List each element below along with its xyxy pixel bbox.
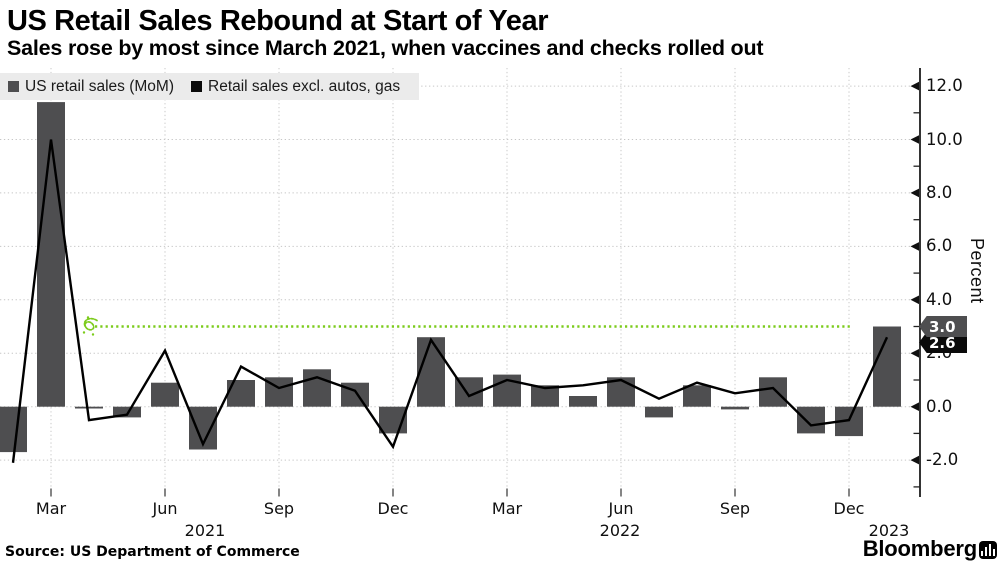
line-retail-ex-autos-gas xyxy=(11,139,889,463)
bar-us-retail-sales xyxy=(721,406,749,410)
bar-us-retail-sales xyxy=(683,385,711,407)
x-axis-month-label: Dec xyxy=(833,499,865,518)
y-axis-tick-label: 6.0 xyxy=(926,236,953,256)
legend-label-line-series: Retail sales excl. autos, gas xyxy=(208,77,401,95)
y-axis-major-tick xyxy=(910,135,919,144)
bar-us-retail-sales xyxy=(37,102,65,407)
annotation-dot-icon xyxy=(82,331,86,334)
source-text: Source: US Department of Commerce xyxy=(5,544,300,560)
y-axis-major-tick xyxy=(910,402,919,411)
x-axis-month-label: Mar xyxy=(491,499,523,518)
chart-title: US Retail Sales Rebound at Start of Year xyxy=(7,5,549,37)
y-axis-major-tick xyxy=(910,81,919,91)
y-axis-tick-label: 10.0 xyxy=(926,129,963,149)
y-axis-major-tick xyxy=(910,242,919,251)
x-axis-month-label: Jun xyxy=(608,499,634,518)
legend-item-retail-sales-mom: US retail sales (MoM) xyxy=(8,78,174,96)
bar-us-retail-sales xyxy=(113,406,141,418)
x-axis-month-label: Mar xyxy=(35,499,67,518)
annotation-dot-icon xyxy=(91,333,95,336)
x-axis-month-label: Sep xyxy=(263,499,295,518)
bar-us-retail-sales xyxy=(0,406,27,453)
legend-bar-swatch-icon xyxy=(8,81,19,92)
y-axis-major-tick xyxy=(910,349,919,358)
x-axis-month-label: Jun xyxy=(152,499,178,518)
bar-us-retail-sales xyxy=(303,369,331,407)
bloomberg-wordmark: Bloomberg xyxy=(862,536,978,561)
y-axis-title: Percent xyxy=(967,238,987,304)
legend-item-ex-autos-gas: Retail sales excl. autos, gas xyxy=(191,78,400,96)
annotation-squiggle-icon xyxy=(83,317,98,331)
bar-us-retail-sales xyxy=(151,382,179,407)
bar-us-retail-sales xyxy=(645,406,673,418)
y-axis-tick-label: 4.0 xyxy=(926,289,953,309)
y-axis-tick-label: 8.0 xyxy=(926,182,953,202)
last-value-badge-line-series: 2.6 xyxy=(919,332,967,353)
last-value-badge-bar-series: 3.0 xyxy=(919,316,967,337)
x-axis-year-label: 2021 xyxy=(184,521,226,540)
x-axis-year-label: 2022 xyxy=(599,521,641,540)
bar-us-retail-sales xyxy=(759,377,787,407)
y-axis-major-tick xyxy=(910,295,919,305)
bar-us-retail-sales xyxy=(417,337,445,407)
bar-us-retail-sales xyxy=(569,396,597,407)
y-axis-tick-label: -2.0 xyxy=(926,450,959,470)
bar-us-retail-sales xyxy=(531,385,559,407)
chart-subtitle: Sales rose by most since March 2021, whe… xyxy=(7,36,764,60)
bar-us-retail-sales xyxy=(797,406,825,434)
bloomberg-terminal-icon xyxy=(979,541,997,559)
x-axis-month-label: Dec xyxy=(377,499,409,518)
y-axis-major-tick xyxy=(910,455,919,465)
legend-line-swatch-icon xyxy=(191,81,202,92)
y-axis-tick-label: 0.0 xyxy=(926,396,953,416)
x-axis-month-label: Sep xyxy=(719,499,751,518)
x-axis-year-label: 2023 xyxy=(868,521,910,540)
y-axis-tick-label: 12.0 xyxy=(926,76,963,96)
bar-us-retail-sales xyxy=(75,406,103,409)
annotation-dot-icon xyxy=(86,316,90,319)
legend-label-bar-series: US retail sales (MoM) xyxy=(25,77,174,95)
y-axis-major-tick xyxy=(910,188,919,198)
legend: US retail sales (MoM) Retail sales excl.… xyxy=(0,73,419,100)
